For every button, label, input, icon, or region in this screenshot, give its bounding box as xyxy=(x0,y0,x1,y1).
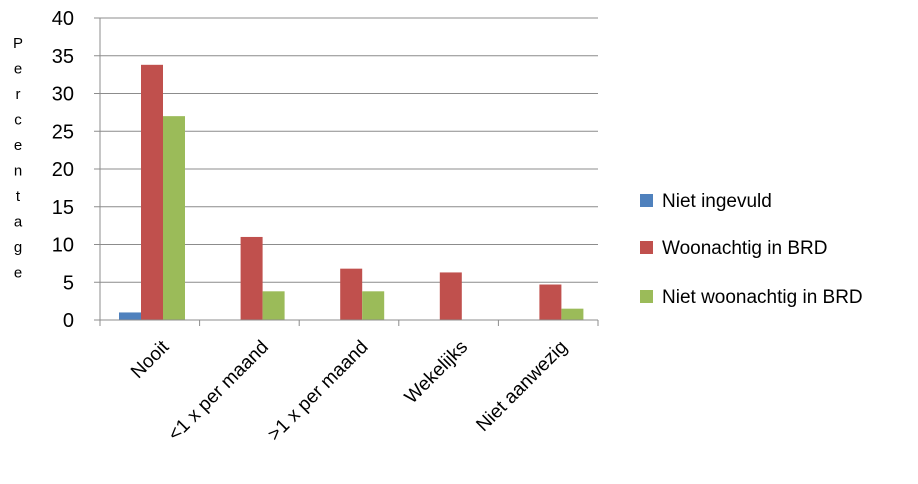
bars xyxy=(119,64,584,321)
bar xyxy=(561,308,584,320)
legend-label: Niet ingevuld xyxy=(662,191,772,212)
y-axis-ticks: 0 5 10 15 20 25 30 35 40 xyxy=(52,8,100,332)
bar xyxy=(262,291,285,320)
y-label-letter: a xyxy=(14,214,23,231)
y-tick-label: 20 xyxy=(52,159,74,181)
bar xyxy=(240,236,263,320)
bar xyxy=(539,284,562,320)
y-tick-label: 10 xyxy=(52,235,74,257)
bar xyxy=(340,268,363,320)
y-tick-label: 5 xyxy=(63,272,74,294)
axes xyxy=(99,18,599,326)
x-tick-label: Wekelijks xyxy=(401,337,472,408)
bar xyxy=(119,312,141,320)
x-axis-ticks: Nooit<1 x per maand>1 x per maand Wekelij… xyxy=(127,336,572,445)
legend: Niet ingevuld Woonachtig in BRD Niet woona… xyxy=(640,191,863,308)
bar xyxy=(439,272,462,320)
y-tick-label: 35 xyxy=(52,46,74,68)
bar xyxy=(362,291,385,320)
bar xyxy=(141,64,163,320)
x-tick-label: Niet aanwezig xyxy=(472,337,571,436)
y-label-letter: e xyxy=(14,137,22,154)
bar xyxy=(163,116,185,321)
y-label-letter: t xyxy=(16,188,21,205)
y-label-letter: P xyxy=(13,35,23,52)
y-tick-label: 15 xyxy=(52,197,74,219)
x-tick-label: >1 x per maand xyxy=(264,337,373,446)
y-label-letter: n xyxy=(14,163,22,180)
x-tick-label: <1 x per maand xyxy=(164,337,273,446)
legend-swatch xyxy=(640,194,653,207)
legend-swatch xyxy=(640,290,653,303)
legend-label: Woonachtig in BRD xyxy=(662,238,827,259)
legend-swatch xyxy=(640,241,653,254)
y-tick-label: 0 xyxy=(63,310,74,332)
y-label-letter: g xyxy=(14,239,22,256)
y-tick-label: 30 xyxy=(52,84,74,106)
y-label-letter: e xyxy=(14,61,22,78)
x-tick-label: Nooit xyxy=(127,336,174,383)
y-label-letter: e xyxy=(14,265,22,282)
y-label-letter: c xyxy=(14,112,22,129)
y-label-letter: r xyxy=(16,86,21,103)
y-tick-label: 40 xyxy=(52,8,74,30)
legend-label: Niet woonachtig in BRD xyxy=(662,287,863,308)
y-tick-label: 25 xyxy=(52,121,74,143)
